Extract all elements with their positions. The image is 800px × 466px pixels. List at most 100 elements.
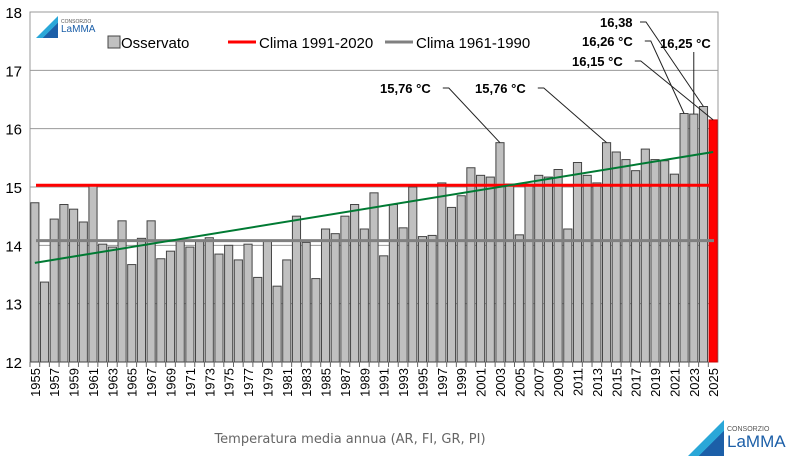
bar-2013 bbox=[592, 182, 602, 363]
x-tick-label: 2001 bbox=[474, 368, 489, 397]
bar-2007 bbox=[534, 174, 544, 363]
bar-2006 bbox=[524, 183, 534, 363]
x-tick-label: 2025 bbox=[706, 368, 721, 397]
bar-1968 bbox=[156, 258, 166, 363]
bar-1980 bbox=[272, 285, 282, 363]
bar-1998 bbox=[446, 206, 457, 363]
annotation-label: 16,38 bbox=[600, 15, 633, 30]
bar-2003 bbox=[495, 142, 505, 363]
bar-1979 bbox=[262, 240, 272, 363]
x-tick-label: 1997 bbox=[435, 368, 450, 397]
annotation-label: 16,26 °C bbox=[582, 34, 633, 49]
legend-swatch-observed bbox=[107, 35, 121, 49]
bar-1961 bbox=[88, 185, 98, 363]
x-tick-label: 1993 bbox=[396, 368, 411, 397]
bar-2021 bbox=[669, 173, 679, 363]
x-tick-label: 2019 bbox=[648, 368, 663, 397]
bar-1987 bbox=[340, 215, 350, 363]
y-tick-label: 15 bbox=[5, 180, 22, 197]
bar-1972 bbox=[195, 240, 205, 363]
x-tick-label: 1963 bbox=[105, 368, 120, 397]
x-tick-label: 1967 bbox=[144, 368, 159, 397]
x-tick-label: 1961 bbox=[86, 368, 101, 397]
bar-1993 bbox=[398, 227, 408, 363]
logo-top: CONSORZIO LaMMA bbox=[36, 16, 95, 38]
bar-1958 bbox=[59, 204, 69, 363]
bar-2019 bbox=[650, 159, 660, 363]
x-tick-label: 1981 bbox=[280, 368, 295, 397]
legend-label: Clima 1991-2020 bbox=[259, 35, 373, 52]
bar-2010 bbox=[563, 228, 573, 363]
annotation-label: 16,25 °C bbox=[660, 36, 711, 51]
bar-2016 bbox=[621, 159, 631, 363]
x-tick-label: 2007 bbox=[532, 368, 547, 397]
annotation-label: 15,76 °C bbox=[475, 81, 526, 96]
bar-1962 bbox=[98, 243, 108, 363]
logo-small-text: CONSORZIO bbox=[727, 426, 770, 433]
y-tick-label: 17 bbox=[5, 63, 22, 80]
x-tick-label: 1987 bbox=[338, 368, 353, 397]
bar-1970 bbox=[175, 240, 185, 363]
bar-1969 bbox=[165, 250, 176, 363]
x-tick-label: 1977 bbox=[241, 368, 256, 397]
annotation-label: 16,15 °C bbox=[572, 54, 623, 69]
x-tick-label: 1959 bbox=[67, 368, 82, 397]
bar-1992 bbox=[388, 204, 398, 363]
x-tick-label: 2009 bbox=[551, 368, 566, 397]
bar-1996 bbox=[427, 234, 437, 363]
x-tick-label: 1955 bbox=[28, 368, 43, 397]
x-tick-label: 2017 bbox=[629, 368, 644, 397]
x-tick-label: 1979 bbox=[260, 368, 275, 397]
x-tick-label: 2003 bbox=[493, 368, 508, 397]
x-tick-label: 1985 bbox=[319, 368, 334, 397]
bar-1983 bbox=[301, 241, 311, 363]
bar-1990 bbox=[369, 192, 379, 363]
bar-2001 bbox=[476, 174, 486, 363]
bar-2022 bbox=[679, 113, 689, 363]
bar-1971 bbox=[185, 246, 195, 363]
bar-2004 bbox=[505, 183, 515, 363]
y-tick-label: 18 bbox=[5, 5, 22, 22]
bar-1973 bbox=[204, 237, 214, 363]
bar-1986 bbox=[330, 233, 340, 363]
bar-2009 bbox=[553, 169, 563, 363]
bar-1995 bbox=[417, 236, 428, 363]
x-tick-label: 1991 bbox=[377, 368, 392, 397]
bar-1960 bbox=[78, 221, 88, 363]
x-tick-label: 2023 bbox=[687, 368, 702, 397]
bar-1989 bbox=[359, 228, 369, 363]
bar-2024 bbox=[698, 106, 709, 363]
x-tick-label: 1995 bbox=[415, 368, 430, 397]
bar-1976 bbox=[233, 259, 243, 363]
x-tick-label: 1975 bbox=[222, 368, 237, 397]
y-tick-label: 16 bbox=[5, 122, 22, 139]
bar-1984 bbox=[311, 278, 321, 363]
bar-2018 bbox=[640, 148, 650, 363]
bar-1999 bbox=[456, 195, 466, 363]
bar-1988 bbox=[350, 204, 360, 363]
x-tick-label: 1965 bbox=[125, 368, 140, 397]
x-tick-label: 2005 bbox=[512, 368, 527, 397]
x-tick-label: 2011 bbox=[570, 368, 585, 396]
bar-2014 bbox=[601, 142, 612, 363]
bar-1981 bbox=[282, 259, 292, 363]
annotation-leader bbox=[442, 87, 501, 144]
annotation-label: 15,76 °C bbox=[380, 81, 431, 96]
x-tick-label: 1957 bbox=[47, 368, 62, 397]
chart-caption: Temperatura media annua (AR, FI, GR, PI) bbox=[214, 432, 486, 447]
bar-2011 bbox=[572, 162, 583, 363]
bar-1982 bbox=[291, 215, 302, 363]
logo-name: LaMMA bbox=[727, 432, 786, 451]
legend-bg bbox=[88, 30, 536, 54]
logo-mark-icon bbox=[36, 16, 58, 38]
bar-1985 bbox=[320, 228, 331, 363]
x-tick-label: 1971 bbox=[183, 368, 198, 397]
annotation-leader bbox=[640, 21, 704, 107]
x-tick-label: 1973 bbox=[202, 368, 217, 397]
bar-1974 bbox=[214, 253, 224, 363]
bar-1959 bbox=[69, 208, 79, 363]
x-tick-label: 1989 bbox=[357, 368, 372, 397]
bar-1991 bbox=[379, 255, 389, 363]
bar-2020 bbox=[660, 160, 670, 363]
